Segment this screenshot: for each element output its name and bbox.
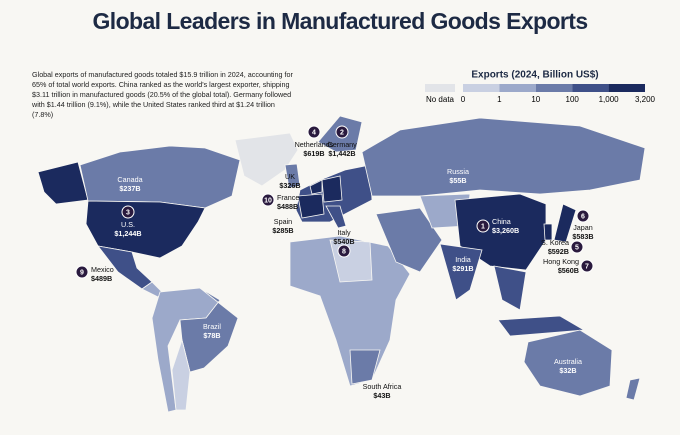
legend-swatch <box>535 84 573 92</box>
country-value: $1,442B <box>328 149 355 158</box>
country-name: U.S. <box>121 220 135 229</box>
country-name: China <box>492 217 511 226</box>
description: Global exports of manufactured goods tot… <box>32 70 293 119</box>
rank-number: 4 <box>312 129 316 136</box>
country-name: Netherlands <box>295 140 334 149</box>
country-value: $592B <box>548 247 569 256</box>
legend-tick-label: 1 <box>497 95 502 104</box>
country-name: Brazil <box>203 322 221 331</box>
legend-swatch <box>499 84 536 92</box>
rank-badge <box>75 265 89 279</box>
legend-tick-label: 1,000 <box>599 95 620 104</box>
country-value: $285B <box>272 226 293 235</box>
legend-tick-label: 3,200 <box>635 95 656 104</box>
country-name: Hong Kong <box>543 257 579 266</box>
legend-swatch <box>608 84 645 92</box>
country-value: $78B <box>203 331 220 340</box>
rank-number: 7 <box>585 263 589 270</box>
legend-tick-label: 10 <box>531 95 540 104</box>
country-name: India <box>455 255 471 264</box>
rank-badge <box>121 205 135 219</box>
no-data-label: No data <box>426 95 455 104</box>
country-name: Japan <box>573 223 593 232</box>
country-value: $489B <box>91 274 112 283</box>
rank-number: 3 <box>126 209 130 216</box>
rank-badge <box>570 240 584 254</box>
legend: Exports (2024, Billion US$) No data 0 1 10 1… <box>425 70 656 104</box>
rank-badge <box>261 193 275 207</box>
rank-number: 2 <box>340 129 344 136</box>
legend-swatch <box>463 84 500 92</box>
country-value: $488B <box>277 202 298 211</box>
rank-number: 1 <box>481 223 485 230</box>
country-name: Italy <box>337 228 351 237</box>
country-value: $291B <box>452 264 473 273</box>
country-value: $540B <box>333 237 354 246</box>
country-value: $237B <box>119 184 140 193</box>
rank-badge <box>335 125 349 139</box>
country-value: $3,260B <box>492 226 519 235</box>
rank-badge <box>576 209 590 223</box>
country-name: Canada <box>117 175 142 184</box>
country-value: $560B <box>558 266 579 275</box>
title: Global Leaders in Manufactured Goods Exp… <box>92 8 588 34</box>
labels: 1 China$3,260B 2 Germany$1,442B 3 U.S.$1,244B… <box>75 125 594 400</box>
country-value: $32B <box>559 366 576 375</box>
country-value: $619B <box>303 149 324 158</box>
legend-swatch <box>572 84 609 92</box>
legend-tick-label: 0 <box>461 95 466 104</box>
country-name: Spain <box>274 217 292 226</box>
rank-number: 5 <box>575 244 579 251</box>
rank-number: 6 <box>581 213 585 220</box>
country-value: $1,244B <box>114 229 141 238</box>
country-name: France <box>277 193 299 202</box>
country-name: South Africa <box>363 382 402 391</box>
country-name: Mexico <box>91 265 114 274</box>
country-value: $55B <box>449 176 466 185</box>
rank-badge <box>337 244 351 258</box>
landmass <box>37 115 646 413</box>
legend-tick-label: 100 <box>566 95 580 104</box>
no-data-swatch <box>425 84 455 92</box>
rank-badge <box>476 219 490 233</box>
rank-number: 8 <box>342 248 346 255</box>
country-name: UK <box>285 172 295 181</box>
country-value: $583B <box>572 232 593 241</box>
country-name: Germany <box>327 140 357 149</box>
country-name: Russia <box>447 167 469 176</box>
rank-badge <box>580 259 594 273</box>
country-name: S. Korea <box>541 238 569 247</box>
rank-number: 10 <box>264 197 272 204</box>
rank-number: 9 <box>80 269 84 276</box>
country-name: Australia <box>554 357 582 366</box>
legend-title: Exports (2024, Billion US$) <box>471 70 598 81</box>
rank-badge <box>307 125 321 139</box>
country-value: $43B <box>373 391 390 400</box>
country-value: $326B <box>279 181 300 190</box>
